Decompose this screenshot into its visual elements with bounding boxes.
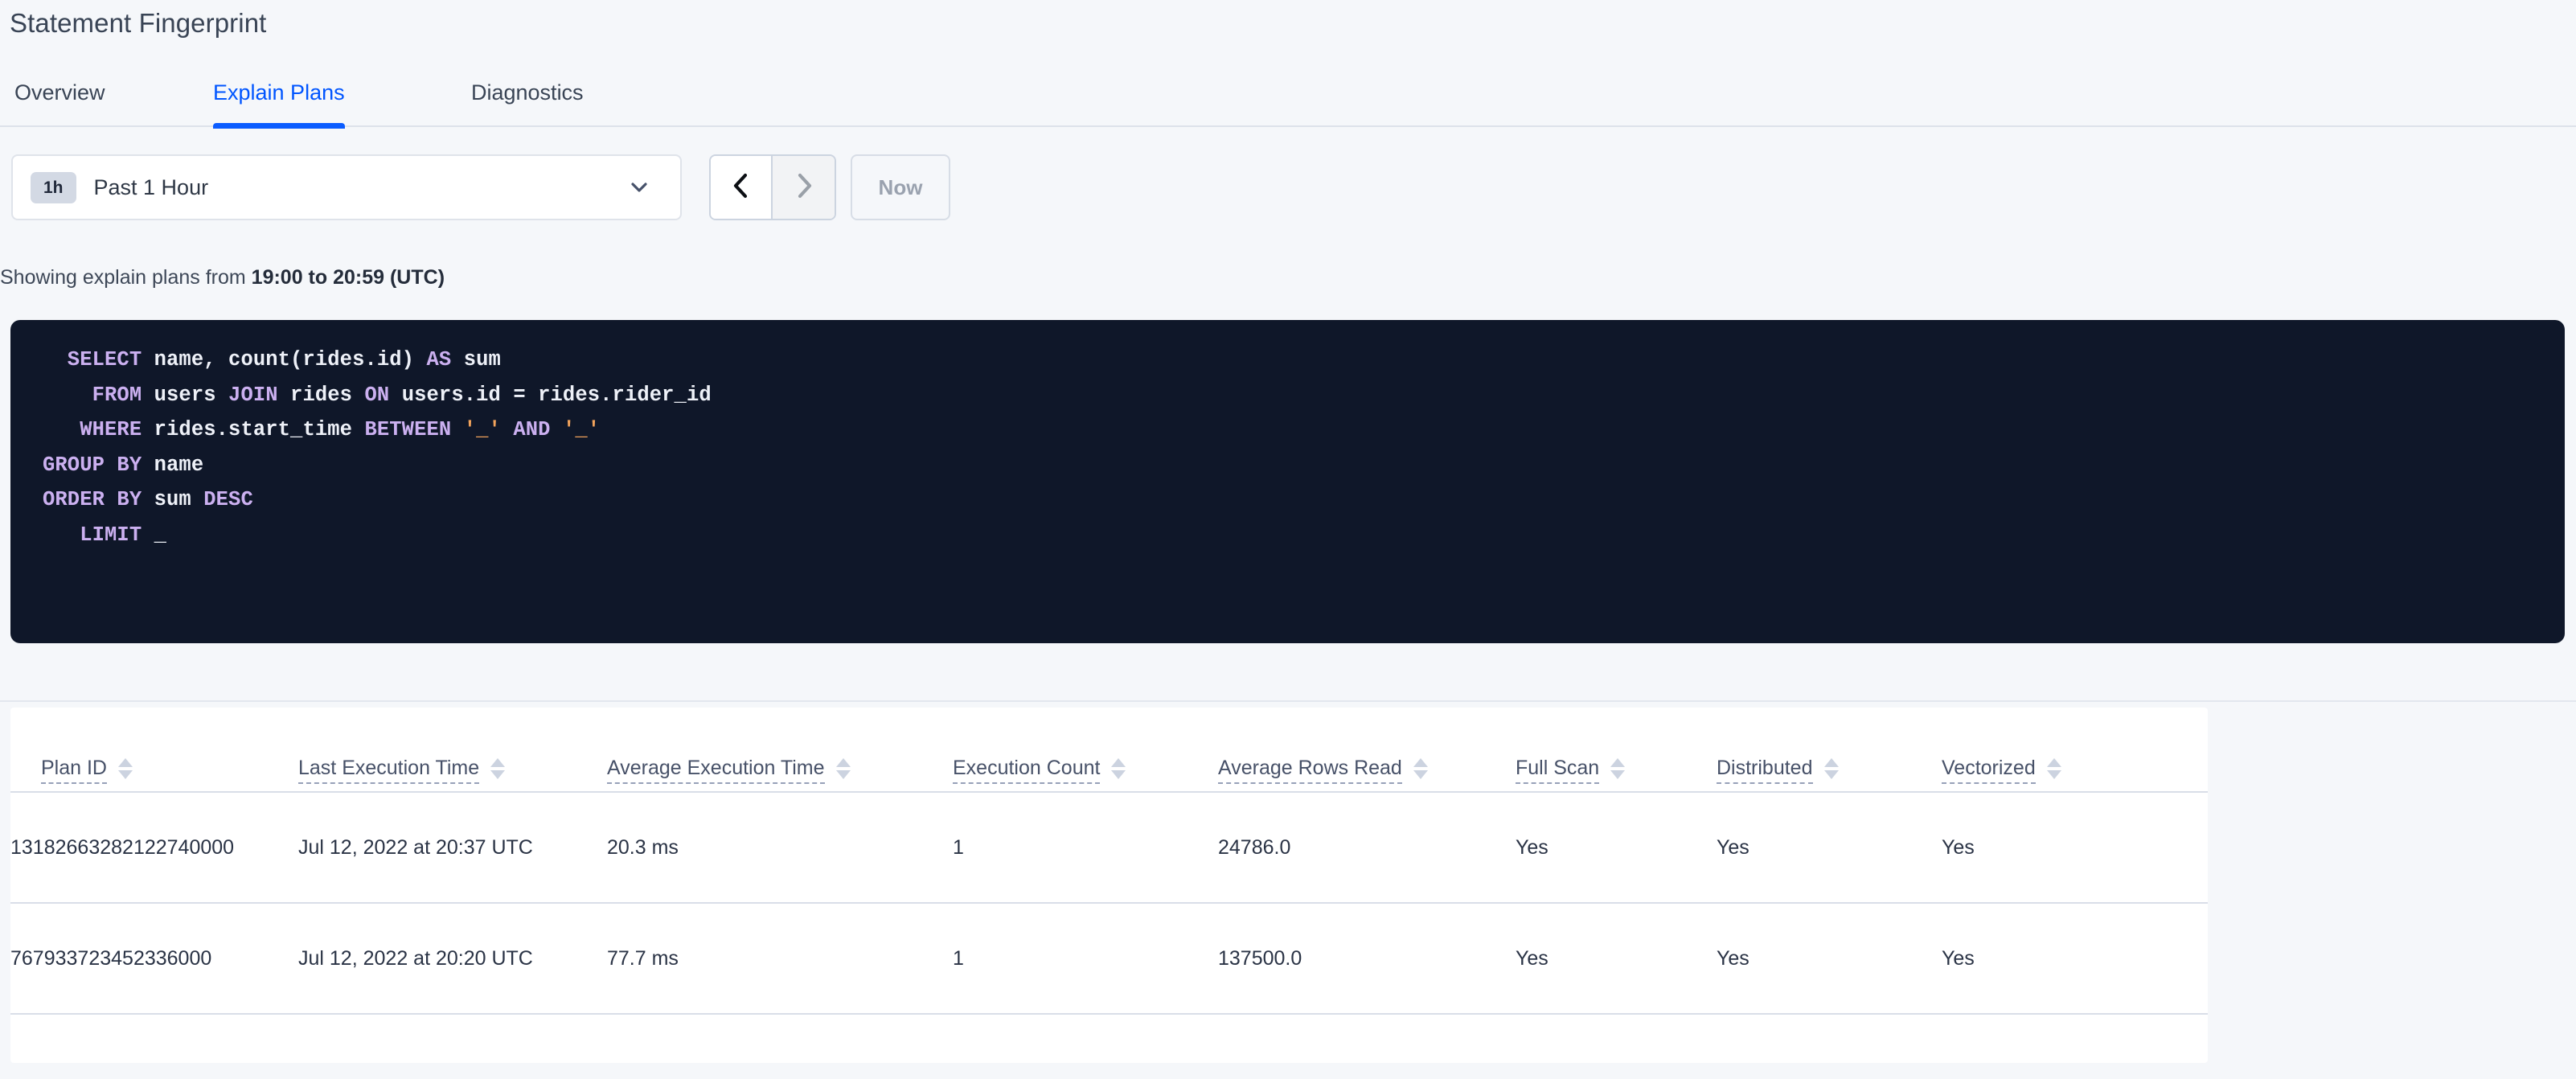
column-header-last-execution-time[interactable]: Last Execution Time xyxy=(298,708,607,792)
sql-token-id: sum xyxy=(463,348,501,371)
sql-token-kw: BETWEEN xyxy=(364,418,464,441)
sql-code-block: SELECT name, count(rides.id) AS sum FROM… xyxy=(10,320,2565,643)
column-label: Distributed xyxy=(1717,757,1813,784)
cell-full-scan: Yes xyxy=(1516,791,1717,903)
time-range-picker[interactable]: 1h Past 1 Hour xyxy=(11,154,682,220)
column-label: Full Scan xyxy=(1516,757,1600,784)
sort-toggle-icon[interactable] xyxy=(1413,758,1428,779)
tab-explain-plans[interactable]: Explain Plans xyxy=(213,58,345,129)
chevron-down-icon xyxy=(630,178,648,196)
cell-vectorized: Yes xyxy=(1942,902,2208,1015)
explain-plans-table-card: Plan ID Last Execution Time Average Exec… xyxy=(10,708,2208,1063)
tab-overview[interactable]: Overview xyxy=(14,58,105,127)
showing-range-text: Showing explain plans from 19:00 to 20:5… xyxy=(0,262,445,293)
sql-token-id: users xyxy=(154,383,229,407)
sql-token-id: rides xyxy=(290,383,365,407)
sql-token-kw: AS xyxy=(426,348,464,371)
sort-toggle-icon[interactable] xyxy=(117,758,133,779)
column-label: Average Rows Read xyxy=(1218,757,1402,784)
column-header-execution-count[interactable]: Execution Count xyxy=(953,708,1218,792)
sort-toggle-icon[interactable] xyxy=(2046,758,2061,779)
table-header: Plan ID Last Execution Time Average Exec… xyxy=(10,708,2208,792)
previous-range-button[interactable] xyxy=(711,156,773,219)
sort-toggle-icon[interactable] xyxy=(1111,758,1126,779)
sql-token-kw: GROUP BY xyxy=(43,453,154,477)
cell-full-scan: Yes xyxy=(1516,902,1717,1015)
column-header-plan-id[interactable]: Plan ID xyxy=(10,708,298,792)
sql-token-kw: ON xyxy=(364,383,402,407)
table-header-row: Plan ID Last Execution Time Average Exec… xyxy=(10,708,2208,792)
table-row[interactable]: 13182663282122740000 Jul 12, 2022 at 20:3… xyxy=(10,791,2208,903)
cell-plan-id: 13182663282122740000 xyxy=(10,791,298,903)
cell-distributed: Yes xyxy=(1717,791,1942,903)
showing-prefix: Showing explain plans from xyxy=(0,266,252,289)
sort-toggle-icon[interactable] xyxy=(1823,758,1839,779)
column-header-average-execution-time[interactable]: Average Execution Time xyxy=(607,708,953,792)
sql-token-id: name xyxy=(154,453,204,477)
table-section-divider xyxy=(0,700,2576,702)
cell-average-execution-time: 20.3 ms xyxy=(607,791,953,903)
tab-bar: Overview Explain Plans Diagnostics xyxy=(0,58,2576,129)
sql-token-id: _ xyxy=(154,523,167,547)
cell-distributed: Yes xyxy=(1717,902,1942,1015)
sort-toggle-icon[interactable] xyxy=(835,758,851,779)
cell-average-execution-time: 77.7 ms xyxy=(607,902,953,1015)
time-nav-group xyxy=(709,154,836,220)
sort-toggle-icon[interactable] xyxy=(1610,758,1626,779)
explain-plans-table: Plan ID Last Execution Time Average Exec… xyxy=(10,708,2208,1015)
column-header-distributed[interactable]: Distributed xyxy=(1717,708,1942,792)
chevron-right-icon xyxy=(794,172,814,203)
chevron-left-icon xyxy=(731,172,752,203)
sort-toggle-icon[interactable] xyxy=(490,758,506,779)
sql-token-kw: JOIN xyxy=(228,383,291,407)
cell-execution-count: 1 xyxy=(953,902,1218,1015)
page-title: Statement Fingerprint xyxy=(10,8,267,38)
next-range-button[interactable] xyxy=(773,156,835,219)
time-range-label: Past 1 Hour xyxy=(93,174,209,199)
sql-token-id: users.id = rides.rider_id xyxy=(401,383,712,407)
cell-vectorized: Yes xyxy=(1942,791,2208,903)
column-header-full-scan[interactable]: Full Scan xyxy=(1516,708,1717,792)
toolbar: 1h Past 1 Hour Now xyxy=(0,154,2576,225)
table-body: 13182663282122740000 Jul 12, 2022 at 20:3… xyxy=(10,791,2208,1015)
sql-token-kw: SELECT xyxy=(43,348,154,371)
tab-label: Overview xyxy=(14,80,105,105)
sql-token-id: sum xyxy=(154,488,204,511)
sql-token-kw: LIMIT xyxy=(43,523,154,547)
column-header-vectorized[interactable]: Vectorized xyxy=(1942,708,2208,792)
table-row[interactable]: 767933723452336000 Jul 12, 2022 at 20:20 … xyxy=(10,902,2208,1015)
column-label: Last Execution Time xyxy=(298,757,480,784)
tab-active-indicator xyxy=(213,123,345,129)
cell-last-execution-time: Jul 12, 2022 at 20:37 UTC xyxy=(298,791,607,903)
sql-token-id: name, count(rides.id) xyxy=(154,348,427,371)
sql-token-kw: ORDER BY xyxy=(43,488,154,511)
sql-token-kw: WHERE xyxy=(43,418,154,441)
sql-token-id: rides.start_time xyxy=(154,418,365,441)
time-range-pill: 1h xyxy=(31,171,76,203)
column-label: Execution Count xyxy=(953,757,1101,784)
showing-range: 19:00 to 20:59 (UTC) xyxy=(251,266,445,289)
sql-token-kw: AND xyxy=(513,418,563,441)
column-label: Plan ID xyxy=(41,757,107,784)
column-label: Average Execution Time xyxy=(607,757,825,784)
sql-token-kw: FROM xyxy=(43,383,154,407)
tab-label: Explain Plans xyxy=(213,80,345,105)
cell-average-rows-read: 137500.0 xyxy=(1218,902,1516,1015)
cell-average-rows-read: 24786.0 xyxy=(1218,791,1516,903)
cell-plan-id: 767933723452336000 xyxy=(10,902,298,1015)
now-button[interactable]: Now xyxy=(851,154,950,220)
sql-token-kw: DESC xyxy=(203,488,253,511)
tab-label: Diagnostics xyxy=(471,80,584,105)
sql-token-str: '_' xyxy=(562,418,601,441)
column-label: Vectorized xyxy=(1942,757,2036,784)
sql-token-str: '_' xyxy=(463,418,514,441)
cell-execution-count: 1 xyxy=(953,791,1218,903)
cell-last-execution-time: Jul 12, 2022 at 20:20 UTC xyxy=(298,902,607,1015)
sql-text: SELECT name, count(rides.id) AS sum FROM… xyxy=(10,343,2565,552)
tab-diagnostics[interactable]: Diagnostics xyxy=(471,58,584,127)
column-header-average-rows-read[interactable]: Average Rows Read xyxy=(1218,708,1516,792)
